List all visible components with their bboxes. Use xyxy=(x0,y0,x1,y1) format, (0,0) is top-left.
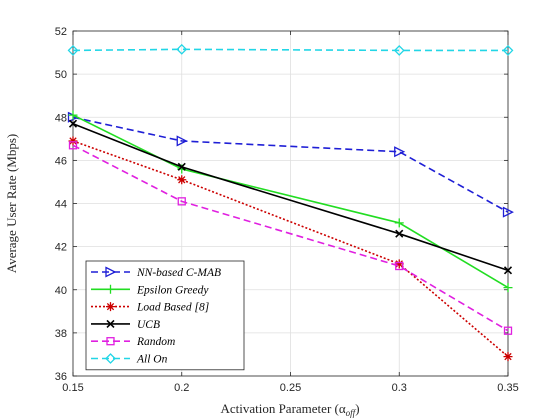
data-point xyxy=(503,352,513,362)
legend-marker xyxy=(105,266,117,278)
series-line xyxy=(72,122,509,272)
data-point xyxy=(393,44,405,56)
series-1 xyxy=(68,110,513,293)
data-point xyxy=(503,266,513,275)
x-axis-title-close: ) xyxy=(355,401,359,416)
series-line xyxy=(72,144,509,332)
series-line xyxy=(72,48,508,52)
y-tick-label: 38 xyxy=(55,328,67,340)
legend-marker xyxy=(106,337,115,346)
series-2 xyxy=(68,136,513,362)
legend-marker xyxy=(106,302,115,312)
legend-item: NN-based C-MAB xyxy=(91,266,221,279)
legend-item: Random xyxy=(91,336,175,348)
legend-label: Load Based [8] xyxy=(136,302,209,314)
axes: 0.15 0.2 0.25 0.3 0.35 36 38 40 42 44 46 48 50 52 xyxy=(55,26,519,394)
legend-label: All On xyxy=(136,354,168,366)
legend-item: UCB xyxy=(91,319,160,331)
data-point xyxy=(394,218,404,228)
legend-marker xyxy=(106,284,115,294)
series-3 xyxy=(68,119,513,275)
y-tick-label: 44 xyxy=(55,199,67,211)
data-point xyxy=(177,197,186,206)
x-tick-label: 0.2 xyxy=(174,382,189,394)
x-axis-title: Activation Parameter (αoff) xyxy=(220,401,359,418)
legend-marker xyxy=(105,353,116,364)
y-tick-label: 46 xyxy=(55,155,67,167)
data-point xyxy=(395,229,404,238)
data-point xyxy=(68,136,78,146)
y-tick-label: 48 xyxy=(55,112,67,124)
y-tick-label: 42 xyxy=(55,242,67,254)
legend-box xyxy=(85,260,245,371)
y-tick-label: 36 xyxy=(55,371,67,383)
series-layer xyxy=(67,43,514,362)
legend-marker xyxy=(106,319,115,328)
legend-item: All On xyxy=(91,353,168,366)
x-tick-label: 0.15 xyxy=(62,382,83,394)
y-tick-label: 50 xyxy=(55,69,67,81)
x-axis-title-main: Activation Parameter (α xyxy=(220,401,345,416)
data-point xyxy=(176,135,188,147)
x-tick-label: 0.25 xyxy=(280,382,301,394)
data-point xyxy=(67,44,79,56)
y-tick-label: 52 xyxy=(55,26,67,38)
series-5 xyxy=(67,43,514,56)
data-point xyxy=(395,261,404,271)
y-tick-label: 40 xyxy=(55,285,67,297)
legend-item: Load Based [8] xyxy=(91,302,209,314)
legend-label: Epsilon Greedy xyxy=(136,284,209,296)
legend: NN-based C-MAB Epsilon Greedy Load Based [… xyxy=(85,260,245,371)
x-tick-label: 0.3 xyxy=(392,382,407,394)
data-point xyxy=(177,175,187,185)
y-axis-title: Average User Rate (Mbps) xyxy=(4,134,19,273)
legend-label: Random xyxy=(136,336,175,348)
data-point xyxy=(503,283,513,293)
series-line xyxy=(72,140,509,358)
data-point xyxy=(68,110,78,120)
x-axis-title-subscript: off xyxy=(346,408,357,418)
data-point xyxy=(502,44,514,56)
data-point xyxy=(394,259,404,269)
data-point xyxy=(502,206,514,218)
data-point xyxy=(503,326,513,335)
series-line xyxy=(72,116,509,213)
data-point xyxy=(68,141,78,150)
data-point xyxy=(176,43,188,55)
data-point xyxy=(177,162,186,171)
data-point xyxy=(394,146,406,158)
legend-label: UCB xyxy=(137,319,160,331)
series-line xyxy=(72,114,509,289)
x-tick-label: 0.35 xyxy=(497,382,518,394)
data-point xyxy=(68,119,78,128)
series-4 xyxy=(68,141,513,335)
legend-label: NN-based C-MAB xyxy=(136,267,221,279)
legend-item: Epsilon Greedy xyxy=(91,284,209,296)
